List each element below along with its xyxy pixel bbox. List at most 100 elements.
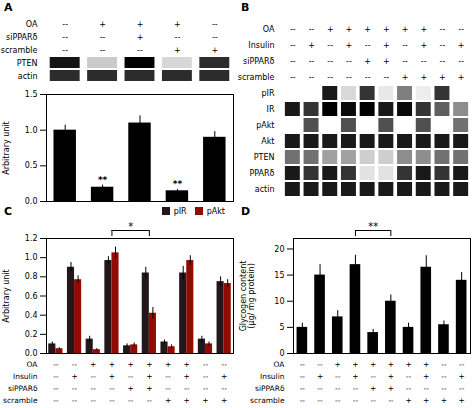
svg-text:--: -- [109, 384, 115, 393]
svg-text:+: + [327, 25, 334, 34]
svg-text:+: + [128, 384, 134, 393]
svg-text:siPPARδ: siPPARδ [8, 384, 38, 393]
svg-text:--: -- [175, 33, 181, 42]
svg-text:--: -- [203, 372, 209, 381]
svg-text:Akt: Akt [261, 137, 274, 146]
svg-text:+: + [184, 372, 190, 381]
svg-text:--: -- [335, 396, 341, 405]
svg-text:--: -- [406, 384, 412, 393]
svg-text:+: + [402, 73, 409, 82]
svg-text:IR: IR [267, 105, 275, 114]
svg-text:+: + [383, 25, 390, 34]
svg-text:--: -- [165, 372, 171, 381]
svg-text:+: + [458, 73, 465, 82]
svg-text:+: + [364, 57, 371, 66]
svg-text:0.2: 0.2 [25, 330, 38, 339]
svg-text:Insulin: Insulin [13, 372, 38, 381]
svg-text:--: -- [300, 384, 306, 393]
svg-text:--: -- [53, 384, 59, 393]
svg-text:--: -- [128, 396, 134, 405]
svg-text:--: -- [388, 396, 394, 405]
svg-text:--: -- [459, 384, 465, 393]
svg-text:+: + [346, 41, 353, 50]
svg-text:--: -- [53, 396, 59, 405]
svg-text:0: 0 [279, 349, 284, 356]
svg-text:1.5: 1.5 [25, 90, 38, 99]
svg-text:--: -- [72, 396, 78, 405]
svg-text:+: + [99, 20, 106, 29]
svg-text:pIR: pIR [262, 89, 275, 98]
svg-text:--: -- [346, 73, 352, 82]
svg-text:0.6: 0.6 [25, 292, 38, 301]
svg-text:--: -- [459, 360, 465, 369]
svg-text:actin: actin [18, 72, 38, 81]
svg-text:--: -- [290, 41, 296, 50]
svg-text:--: -- [317, 360, 323, 369]
svg-text:--: -- [440, 25, 446, 34]
svg-text:1.0: 1.0 [25, 253, 38, 262]
svg-text:+: + [221, 396, 227, 405]
svg-text:--: -- [441, 360, 447, 369]
svg-text:scramble: scramble [250, 396, 285, 405]
svg-text:scramble: scramble [3, 396, 38, 405]
svg-text:--: -- [440, 41, 446, 50]
svg-text:--: -- [62, 20, 68, 29]
svg-text:+: + [370, 384, 376, 393]
svg-text:OA: OA [274, 360, 286, 369]
svg-text:OA: OA [263, 25, 275, 34]
svg-text:--: -- [406, 372, 412, 381]
svg-text:**: ** [368, 221, 378, 232]
svg-text:Arbitrary unit: Arbitrary unit [2, 121, 11, 174]
svg-text:+: + [137, 33, 144, 42]
svg-text:+: + [109, 372, 115, 381]
svg-text:--: -- [327, 57, 333, 66]
svg-text:--: -- [184, 384, 190, 393]
svg-text:Insulin: Insulin [260, 372, 285, 381]
svg-text:+: + [459, 396, 465, 405]
svg-text:--: -- [424, 384, 430, 393]
svg-text:+: + [202, 396, 208, 405]
svg-text:+: + [184, 360, 190, 369]
svg-text:--: -- [128, 372, 134, 381]
svg-text:--: -- [402, 57, 408, 66]
svg-text:--: -- [327, 73, 333, 82]
svg-text:--: -- [212, 33, 218, 42]
svg-text:--: -- [137, 46, 143, 55]
svg-text:--: -- [317, 396, 323, 405]
svg-text:OA: OA [26, 20, 38, 29]
svg-text:--: -- [62, 33, 68, 42]
svg-text:--: -- [203, 384, 209, 393]
svg-text:--: -- [309, 73, 315, 82]
svg-text:--: -- [147, 396, 153, 405]
svg-text:20: 20 [274, 245, 284, 254]
svg-text:--: -- [221, 384, 227, 393]
svg-text:+: + [420, 41, 427, 50]
svg-text:--: -- [309, 57, 315, 66]
svg-text:--: -- [290, 25, 296, 34]
svg-text:--: -- [91, 384, 97, 393]
svg-text:siPPARδ: siPPARδ [6, 33, 38, 42]
svg-text:+: + [335, 360, 341, 369]
svg-text:--: -- [458, 25, 464, 34]
svg-text:+: + [352, 360, 358, 369]
svg-text:--: -- [440, 57, 446, 66]
svg-text:Arbitrary unit: Arbitrary unit [2, 269, 11, 322]
svg-text:--: -- [353, 396, 359, 405]
svg-text:0.4: 0.4 [25, 311, 38, 320]
svg-text:+: + [423, 396, 429, 405]
svg-text:+: + [459, 372, 465, 381]
svg-text:--: -- [353, 384, 359, 393]
svg-text:+: + [90, 360, 96, 369]
svg-text:--: -- [109, 396, 115, 405]
svg-text:--: -- [441, 372, 447, 381]
svg-text:+: + [383, 57, 390, 66]
svg-text:+: + [71, 372, 77, 381]
svg-text:--: -- [91, 372, 97, 381]
svg-text:--: -- [221, 360, 227, 369]
svg-text:+: + [346, 25, 353, 34]
svg-text:pAkt: pAkt [256, 121, 274, 130]
svg-text:+: + [388, 384, 394, 393]
svg-text:--: -- [441, 384, 447, 393]
svg-text:--: -- [72, 360, 78, 369]
svg-text:PTEN: PTEN [17, 59, 38, 68]
